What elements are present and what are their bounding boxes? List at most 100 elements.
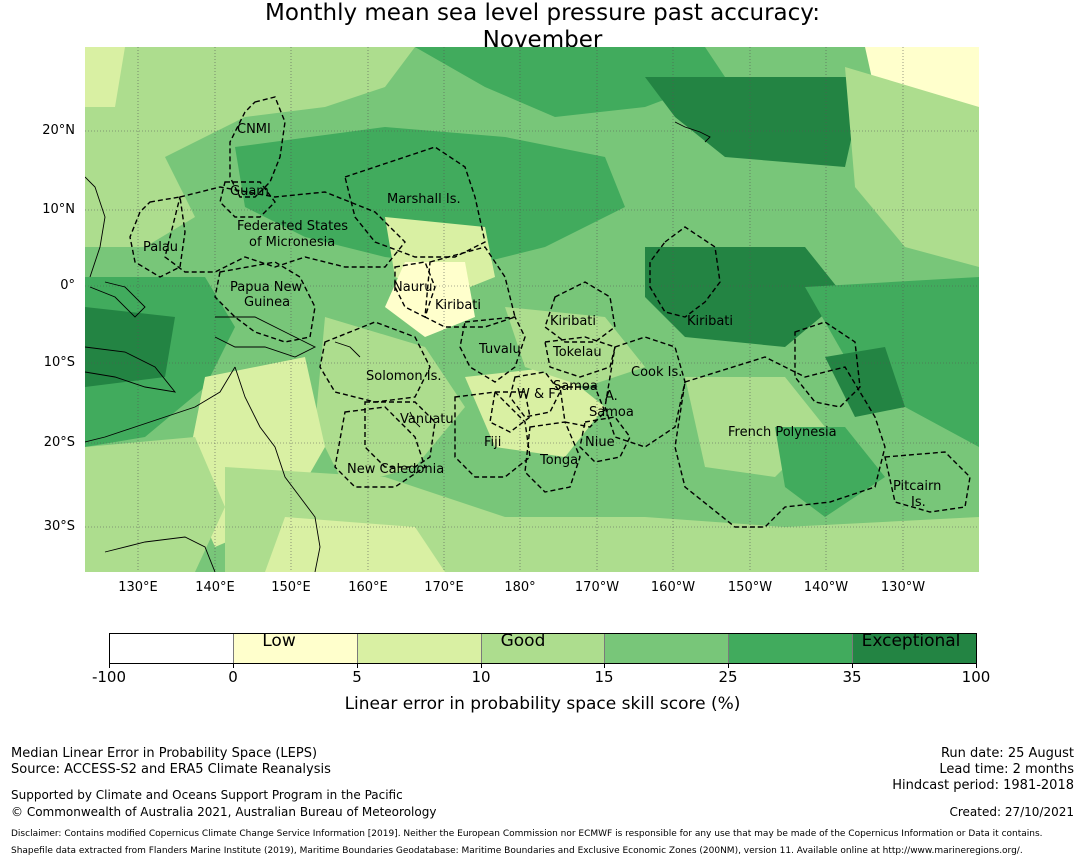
lat-label-10s: 10°S (43, 355, 75, 370)
lon-label-150e: 150°E (271, 580, 311, 595)
colorbar-tick: 0 (228, 668, 238, 686)
eez-new-caledonia (334, 406, 426, 488)
eez-fiji (454, 391, 531, 478)
colorbar-label: Linear error in probability space skill … (344, 694, 741, 714)
label-kiribati-phoenix: Kiribati (550, 314, 596, 329)
eez-fsm (164, 186, 406, 273)
lon-label-160w: 160°W (650, 580, 696, 595)
label-fiji: Fiji (484, 435, 501, 450)
label-nauru: Nauru (393, 280, 433, 295)
eez-vanuatu (364, 401, 436, 468)
map-title: Monthly mean sea level pressure past acc… (0, 0, 1085, 54)
eez-kiribati-phoenix (544, 281, 616, 343)
label-png-1: Papua New (230, 280, 303, 295)
lon-label-130w: 130°W (880, 580, 926, 595)
eez-tokelau (544, 336, 616, 378)
colorbar-tick: 15 (594, 668, 614, 686)
label-fsm-1: Federated States (237, 219, 348, 234)
colorbar-segment (729, 634, 854, 663)
eez-cook (604, 336, 686, 448)
label-fsm-2: of Micronesia (249, 235, 335, 250)
label-pitcairn-2: Is. (911, 495, 926, 510)
eez-palau (129, 196, 186, 278)
label-tuvalu: Tuvalu (478, 342, 521, 357)
lat-label-10n: 10°N (42, 202, 75, 217)
label-marshall: Marshall Is. (387, 192, 461, 207)
colorbar-segment (233, 634, 358, 663)
lon-label-180: 180° (504, 580, 536, 595)
lon-label-140w: 140°W (803, 580, 849, 595)
colorbar-segment (357, 634, 482, 663)
eez-marquesas (794, 321, 861, 408)
label-american-samoa-1: A. (605, 389, 618, 404)
skill-score-map: CNMI Guam Marshall Is. Federated States … (85, 47, 979, 572)
footer-copyright: © Commonwealth of Australia 2021, Austra… (11, 805, 437, 819)
graticule (85, 47, 979, 572)
lat-label-30s: 30°S (43, 519, 75, 534)
lon-label-170w: 170°W (574, 580, 620, 595)
lon-label-150w: 150°W (727, 580, 773, 595)
label-tokelau: Tokelau (552, 345, 602, 360)
footer-disclaimer: Disclaimer: Contains modified Copernicus… (11, 829, 1043, 839)
label-guam: Guam (230, 184, 269, 199)
eez-marshall (344, 146, 486, 258)
footer-shapefile-credit: Shapefile data extracted from Flanders M… (11, 846, 1023, 856)
colorbar-tick: 10 (471, 668, 491, 686)
footer-run-date: Run date: 25 August (940, 746, 1074, 761)
label-american-samoa-2: Samoa (589, 405, 634, 420)
footer-source: Source: ACCESS-S2 and ERA5 Climate Reana… (11, 762, 331, 777)
lat-label-0: 0° (60, 278, 75, 293)
colorbar (109, 633, 977, 664)
eez-cnmi (229, 96, 286, 198)
label-pitcairn-1: Pitcairn (893, 479, 941, 494)
colorbar-category-low: Low (262, 631, 296, 651)
eez-guam (219, 181, 276, 218)
footer-hindcast: Hindcast period: 1981-2018 (892, 778, 1074, 793)
eez-wallis-futuna (489, 391, 531, 433)
lon-label-170e: 170°E (424, 580, 464, 595)
eez-boundaries (129, 96, 971, 528)
label-png-2: Guinea (244, 295, 290, 310)
label-wallis-futuna: W & F (517, 387, 556, 402)
lat-label-20n: 20°N (42, 123, 75, 138)
label-new-caledonia: New Caledonia (347, 462, 444, 477)
eez-kiribati-gilbert (424, 246, 516, 328)
label-cook: Cook Is. (631, 365, 682, 380)
label-kiribati-gilbert: Kiribati (435, 298, 481, 313)
colorbar-segment (605, 634, 730, 663)
label-solomon: Solomon Is. (366, 369, 442, 384)
colorbar-segment (481, 634, 606, 663)
eez-niue (579, 416, 631, 463)
footer-support: Supported by Climate and Oceans Support … (11, 788, 403, 802)
label-french-polynesia: French Polynesia (728, 425, 837, 440)
colorbar-tick: 25 (718, 668, 738, 686)
label-vanuatu: Vanuatu (400, 412, 454, 427)
colorbar-category-good: Good (500, 631, 546, 651)
colorbar-tick: 5 (352, 668, 362, 686)
label-niue: Niue (585, 435, 615, 450)
colorbar-segment (110, 634, 234, 663)
lon-label-160e: 160°E (348, 580, 388, 595)
lon-label-140e: 140°E (195, 580, 235, 595)
label-palau: Palau (143, 240, 178, 255)
eez-solomon (319, 321, 431, 403)
colorbar-tick: 100 (961, 668, 991, 686)
eez-samoa (509, 371, 561, 418)
lon-label-130e: 130°E (118, 580, 158, 595)
eez-tonga (524, 421, 581, 493)
footer-method: Median Linear Error in Probability Space… (11, 746, 318, 761)
footer-lead-time: Lead time: 2 months (939, 762, 1074, 777)
colorbar-tick: 35 (842, 668, 862, 686)
label-kiribati-line: Kiribati (687, 314, 733, 329)
colorbar-segment (853, 634, 977, 663)
label-tonga: Tonga (539, 453, 578, 468)
skill-field (85, 47, 979, 572)
eez-png (214, 261, 316, 343)
eez-pitcairn (884, 451, 971, 513)
map-area: CNMI Guam Marshall Is. Federated States … (85, 47, 979, 572)
eez-kiribati-line (649, 226, 721, 318)
coastlines (85, 121, 711, 572)
label-samoa: Samoa (553, 379, 598, 394)
colorbar-category-exceptional: Exceptional (861, 631, 961, 651)
region-labels: CNMI Guam Marshall Is. Federated States … (143, 122, 941, 510)
